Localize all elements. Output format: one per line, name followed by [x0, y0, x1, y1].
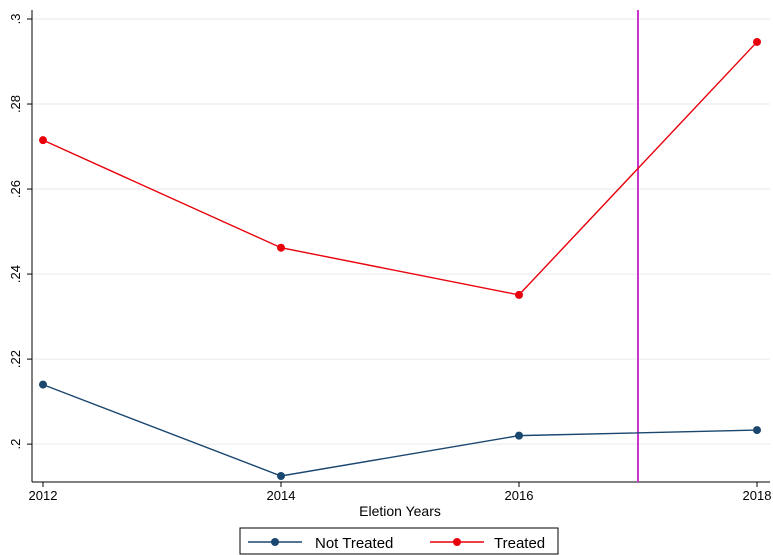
x-tick-label: 2012 — [29, 488, 58, 503]
legend-swatch-marker — [453, 538, 461, 546]
legend-swatch-marker — [271, 538, 279, 546]
y-tick-label: .22 — [8, 350, 23, 368]
x-axis-title: Eletion Years — [359, 503, 441, 519]
gridlines — [33, 18, 770, 445]
data-point — [753, 426, 761, 435]
y-tick-label: .3 — [8, 14, 23, 25]
legend-label: Treated — [494, 535, 545, 552]
data-point — [277, 243, 285, 252]
x-tick-label: 2018 — [743, 488, 772, 503]
data-point — [515, 431, 523, 440]
x-ticks: 2012 2014 2016 2018 — [29, 482, 772, 503]
data-point — [515, 290, 523, 299]
data-point — [39, 380, 47, 389]
legend: Not Treated Treated — [239, 527, 559, 555]
y-tick-label: .2 — [8, 439, 23, 450]
data-point — [277, 472, 285, 480]
x-tick-label: 2016 — [505, 488, 534, 503]
series-group — [39, 37, 761, 480]
y-tick-label: .28 — [8, 95, 23, 113]
x-tick-label: 2014 — [267, 488, 296, 503]
y-tick-label: .24 — [8, 265, 23, 283]
data-point — [39, 136, 47, 145]
series-line — [42, 383, 758, 477]
axes — [31, 10, 770, 483]
y-ticks: .2 .22 .24 .26 .28 .3 — [8, 14, 32, 450]
legend-label: Not Treated — [315, 535, 393, 552]
legend-box — [239, 527, 559, 555]
data-point — [753, 37, 761, 46]
series-line — [42, 41, 758, 296]
y-tick-label: .26 — [8, 180, 23, 198]
